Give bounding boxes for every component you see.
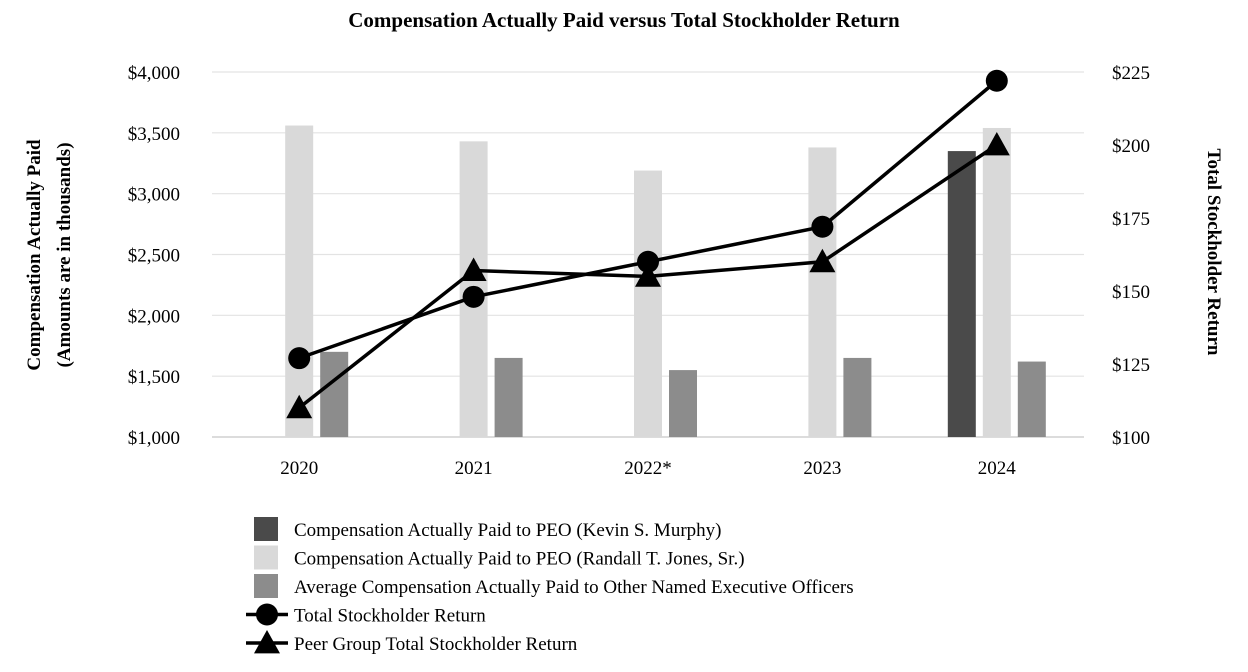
left-tick-label: $2,000 <box>128 306 180 327</box>
bar <box>669 370 697 437</box>
legend-swatch <box>254 517 278 541</box>
left-tick-label: $3,000 <box>128 185 180 206</box>
circle-marker <box>985 69 1008 92</box>
legend-label: Compensation Actually Paid to PEO (Randa… <box>294 549 745 570</box>
legend-swatch <box>254 545 278 570</box>
circle-marker <box>462 285 485 308</box>
bar <box>494 357 523 437</box>
triangle-marker <box>254 630 280 654</box>
right-axis-ticks: $100 $125 $150 $175 $200 $225 <box>1112 63 1150 449</box>
x-tick-label: 2024 <box>978 458 1017 479</box>
x-tick-label: 2022* <box>624 458 672 479</box>
bar <box>1017 361 1046 437</box>
right-tick-label: $100 <box>1112 428 1150 449</box>
triangle-marker <box>286 394 313 419</box>
bar <box>634 170 662 438</box>
circle-marker <box>637 250 659 273</box>
left-tick-label: $1,500 <box>128 367 180 388</box>
bar <box>808 147 837 437</box>
bar <box>285 125 314 438</box>
left-tick-label: $2,500 <box>128 246 180 267</box>
bar-marks <box>285 125 1046 438</box>
left-tick-label: $1,000 <box>128 428 180 449</box>
left-axis-title-line1: Compensation Actually Paid <box>24 139 45 371</box>
left-axis-ticks: $1,000 $1,500 $2,000 $2,500 $3,000 $3,500 $4,0… <box>128 63 180 449</box>
triangle-marker <box>983 132 1010 156</box>
left-tick-label: $4,000 <box>128 63 180 84</box>
x-tick-label: 2021 <box>455 458 493 479</box>
bar <box>843 357 872 437</box>
right-axis-title: Total Stockholder Return <box>1203 149 1224 356</box>
right-tick-label: $225 <box>1112 63 1150 84</box>
bar <box>320 351 349 437</box>
right-axis-title-text: Total Stockholder Return <box>1203 149 1224 356</box>
left-tick-label: $3,500 <box>128 124 180 145</box>
triangle-marker <box>635 263 661 287</box>
right-tick-label: $175 <box>1112 209 1150 230</box>
chart-title: Compensation Actually Paid versus Total … <box>348 8 900 32</box>
left-axis-title: Compensation Actually Paid (Amounts are … <box>24 139 75 371</box>
left-axis-title-line2: (Amounts are in thousands) <box>54 142 75 367</box>
right-tick-label: $150 <box>1112 282 1150 303</box>
x-tick-label: 2023 <box>803 458 841 479</box>
legend-swatch <box>254 574 278 598</box>
line-marks <box>286 69 1010 419</box>
bar <box>982 127 1011 437</box>
right-tick-label: $125 <box>1112 355 1150 376</box>
right-tick-label: $200 <box>1112 136 1150 157</box>
legend: Compensation Actually Paid to PEO (Kevin… <box>246 517 854 655</box>
circle-marker <box>256 603 278 626</box>
legend-label: Peer Group Total Stockholder Return <box>294 634 578 655</box>
legend-label: Total Stockholder Return <box>294 606 486 627</box>
legend-label: Compensation Actually Paid to PEO (Kevin… <box>294 520 721 541</box>
legend-label: Average Compensation Actually Paid to Ot… <box>294 577 854 598</box>
x-axis-ticks: 2020 2021 2022* 2023 2024 <box>280 458 1016 479</box>
circle-marker <box>811 215 834 238</box>
circle-marker <box>288 347 311 370</box>
triangle-marker <box>809 248 836 273</box>
x-tick-label: 2020 <box>280 458 318 479</box>
triangle-marker <box>460 257 487 281</box>
bar <box>947 151 976 438</box>
